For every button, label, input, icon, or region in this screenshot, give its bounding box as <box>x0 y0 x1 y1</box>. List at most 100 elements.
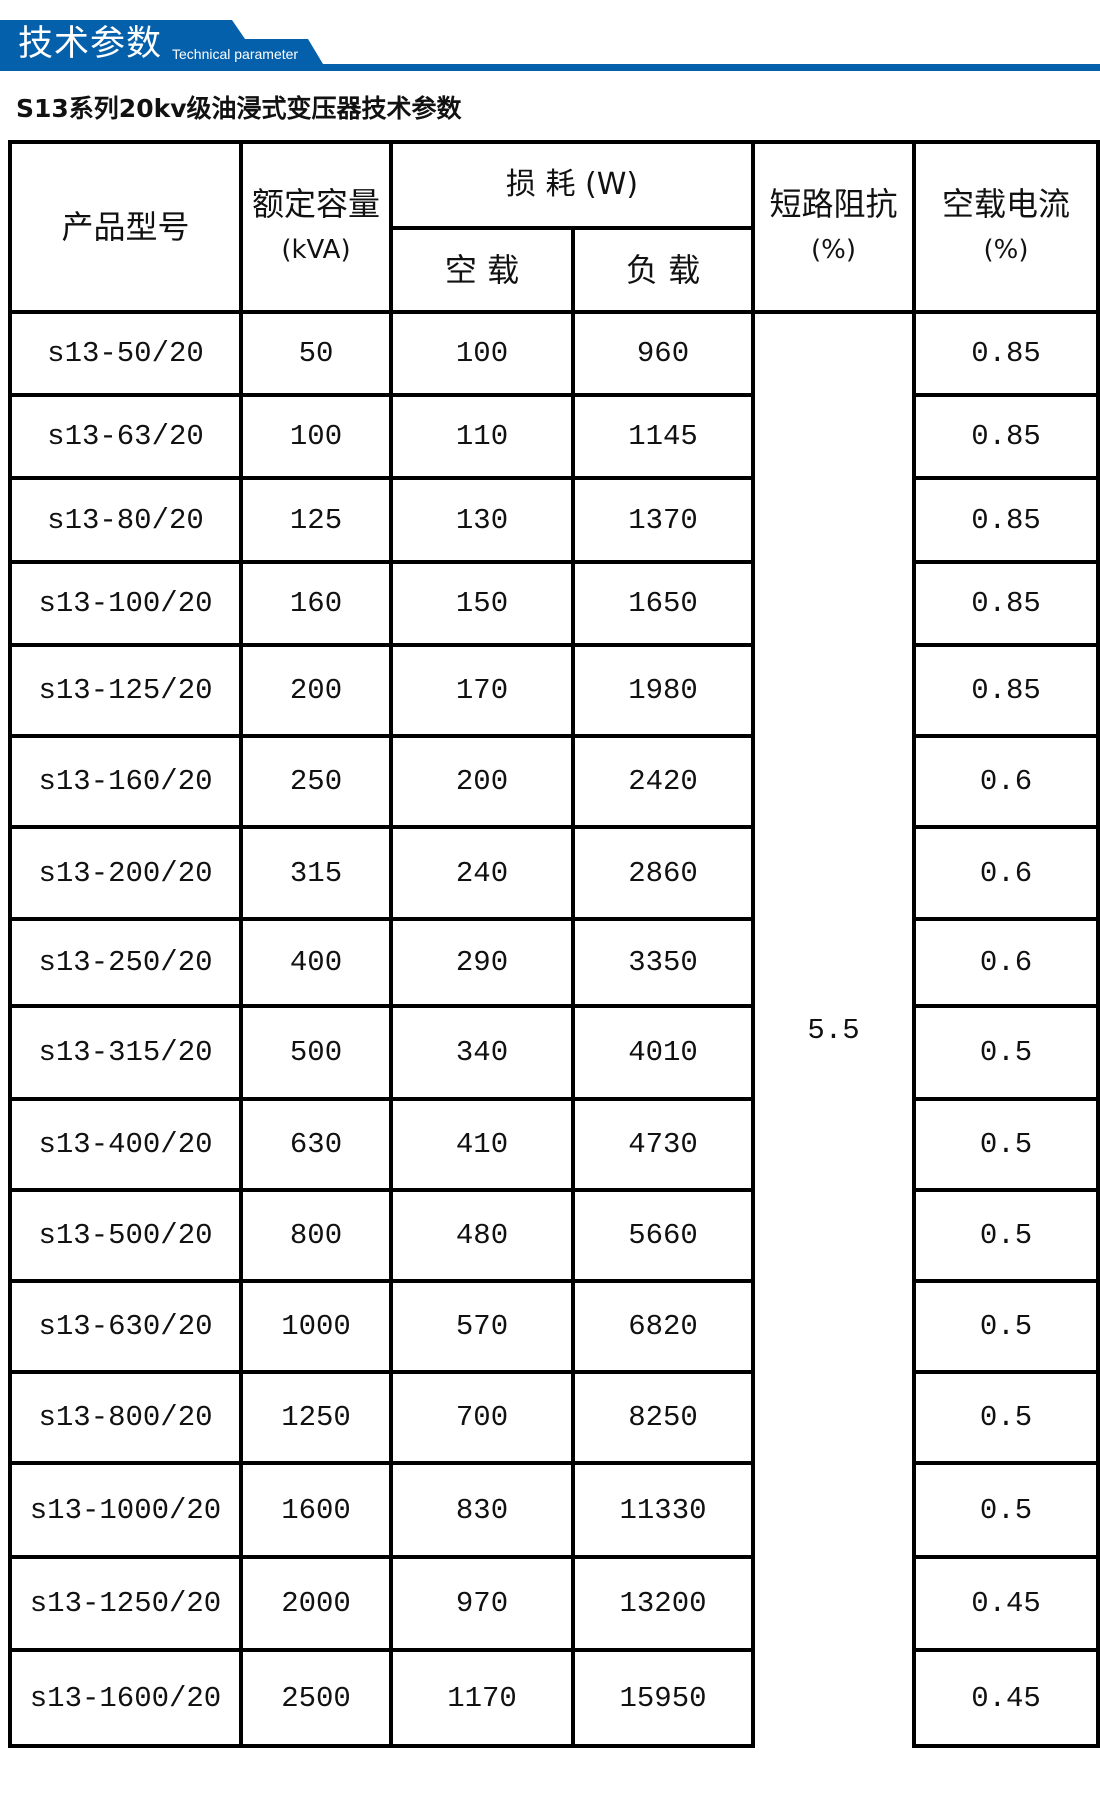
cell-no-load-current: 0.85 <box>912 310 1100 397</box>
header-no-load-current-label: 空载电流 <box>941 185 1070 223</box>
cell-capacity: 200 <box>239 643 393 738</box>
cell-no-load-current: 0.5 <box>912 1097 1100 1192</box>
cell-capacity: 160 <box>239 560 393 647</box>
header-capacity: 额定容量 (kVA) <box>239 140 393 314</box>
cell-no-load-loss: 170 <box>389 643 575 738</box>
cell-capacity: 1250 <box>239 1370 393 1465</box>
cell-capacity: 1000 <box>239 1279 393 1374</box>
cell-load-loss: 3350 <box>571 917 755 1008</box>
cell-model: s13-400/20 <box>8 1097 243 1192</box>
cell-model: s13-100/20 <box>8 560 243 647</box>
cell-model: s13-1250/20 <box>8 1555 243 1652</box>
cell-model: s13-500/20 <box>8 1188 243 1283</box>
cell-no-load-current: 0.6 <box>912 734 1100 829</box>
cell-model: s13-250/20 <box>8 917 243 1008</box>
cell-capacity: 250 <box>239 734 393 829</box>
cell-no-load-loss: 110 <box>389 393 575 480</box>
cell-load-loss: 13200 <box>571 1555 755 1652</box>
cell-load-loss: 4010 <box>571 1004 755 1101</box>
cell-capacity: 315 <box>239 825 393 921</box>
cell-capacity: 800 <box>239 1188 393 1283</box>
banner-title: 技术参数 <box>18 24 163 64</box>
table-row: s13-160/20 250 200 2420 0.6 <box>8 734 1100 829</box>
table-row: s13-80/20 125 130 1370 0.85 <box>8 476 1100 564</box>
cell-load-loss: 2860 <box>571 825 755 921</box>
cell-no-load-current: 0.85 <box>912 476 1100 564</box>
header-impedance-unit: (%) <box>811 235 856 265</box>
cell-model: s13-160/20 <box>8 734 243 829</box>
cell-load-loss: 8250 <box>571 1370 755 1465</box>
cell-load-loss: 5660 <box>571 1188 755 1283</box>
cell-capacity: 2000 <box>239 1555 393 1652</box>
cell-load-loss: 4730 <box>571 1097 755 1192</box>
header-model: 产品型号 <box>8 140 243 314</box>
table-row: s13-800/20 1250 700 8250 0.5 <box>8 1370 1100 1465</box>
cell-no-load-loss: 340 <box>389 1004 575 1101</box>
cell-no-load-loss: 700 <box>389 1370 575 1465</box>
cell-load-loss: 1980 <box>571 643 755 738</box>
table-row: s13-1250/20 2000 970 13200 0.45 <box>8 1555 1100 1652</box>
cell-no-load-loss: 290 <box>389 917 575 1008</box>
cell-no-load-current: 0.45 <box>912 1648 1100 1748</box>
cell-model: s13-50/20 <box>8 310 243 397</box>
cell-no-load-loss: 570 <box>389 1279 575 1374</box>
banner-shape <box>0 20 1100 71</box>
cell-no-load-loss: 480 <box>389 1188 575 1283</box>
page-title: S13系列20kv级油浸式变压器技术参数 <box>16 94 462 123</box>
header-capacity-label: 额定容量 <box>251 185 380 223</box>
cell-no-load-current: 0.85 <box>912 643 1100 738</box>
table-row: s13-1600/20 2500 1170 15950 0.45 <box>8 1648 1100 1748</box>
cell-no-load-loss: 150 <box>389 560 575 647</box>
table-row: s13-250/20 400 290 3350 0.6 <box>8 917 1100 1008</box>
cell-load-loss: 1145 <box>571 393 755 480</box>
cell-no-load-current: 0.5 <box>912 1461 1100 1559</box>
cell-capacity: 100 <box>239 393 393 480</box>
cell-capacity: 125 <box>239 476 393 564</box>
cell-no-load-current: 0.5 <box>912 1188 1100 1283</box>
header-loss: 损 耗 (W) <box>389 140 755 230</box>
cell-no-load-loss: 1170 <box>389 1648 575 1748</box>
header-subrow: 空 载 负 载 <box>10 226 1098 314</box>
header-no-load-current: 空载电流 (%) <box>912 140 1100 314</box>
table-row: s13-63/20 100 110 1145 0.85 <box>8 393 1100 480</box>
cell-model: s13-1600/20 <box>8 1648 243 1748</box>
cell-no-load-current: 0.6 <box>912 825 1100 921</box>
cell-no-load-current: 0.85 <box>912 393 1100 480</box>
cell-no-load-loss: 240 <box>389 825 575 921</box>
header-capacity-unit: (kVA) <box>281 235 351 265</box>
section-banner <box>0 20 1100 71</box>
cell-no-load-current: 0.5 <box>912 1004 1100 1101</box>
cell-load-loss: 1650 <box>571 560 755 647</box>
cell-model: s13-63/20 <box>8 393 243 480</box>
cell-load-loss: 6820 <box>571 1279 755 1374</box>
cell-capacity: 1600 <box>239 1461 393 1559</box>
cell-load-loss: 1370 <box>571 476 755 564</box>
table-row: s13-400/20 630 410 4730 0.5 <box>8 1097 1100 1192</box>
header-impedance: 短路阻抗 (%) <box>751 140 916 314</box>
cell-model: s13-630/20 <box>8 1279 243 1374</box>
cell-model: s13-315/20 <box>8 1004 243 1101</box>
table-row: s13-500/20 800 480 5660 0.5 <box>8 1188 1100 1283</box>
table-row: s13-630/20 1000 570 6820 0.5 <box>8 1279 1100 1374</box>
cell-model: s13-200/20 <box>8 825 243 921</box>
cell-no-load-loss: 830 <box>389 1461 575 1559</box>
cell-no-load-current: 0.45 <box>912 1555 1100 1652</box>
header-load: 负 载 <box>571 226 755 314</box>
header-row: 产品型号 额定容量 (kVA) 损 耗 (W) 短路阻抗 (%) 空载电流 (%… <box>8 140 1100 314</box>
header-no-load-current-unit: (%) <box>983 235 1029 265</box>
cell-no-load-loss: 200 <box>389 734 575 829</box>
table-row: s13-1000/20 1600 830 11330 0.5 <box>8 1461 1100 1559</box>
cell-no-load-loss: 410 <box>389 1097 575 1192</box>
cell-no-load-current: 0.5 <box>912 1279 1100 1374</box>
cell-no-load-loss: 100 <box>389 310 575 397</box>
spec-table: 产品型号 额定容量 (kVA) 损 耗 (W) 短路阻抗 (%) 空载电流 (%… <box>8 140 1100 1748</box>
cell-impedance: 5.5 <box>751 310 916 1746</box>
table-row: s13-100/20 160 150 1650 0.85 <box>8 560 1100 647</box>
cell-capacity: 630 <box>239 1097 393 1192</box>
cell-no-load-loss: 130 <box>389 476 575 564</box>
table-row: s13-50/20 50 100 960 5.5 0.85 <box>8 310 1100 1746</box>
cell-load-loss: 11330 <box>571 1461 755 1559</box>
banner-subtitle: Technical parameter <box>172 46 299 62</box>
table-row: s13-125/20 200 170 1980 0.85 <box>8 643 1100 738</box>
cell-no-load-current: 0.5 <box>912 1370 1100 1465</box>
